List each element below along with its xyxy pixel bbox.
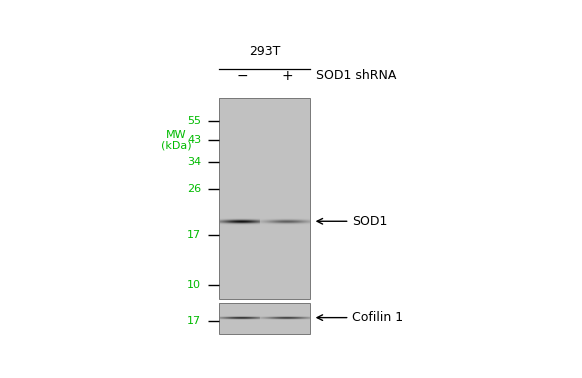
Text: −: − [236, 69, 248, 83]
Text: MW
(kDa): MW (kDa) [161, 130, 192, 151]
Text: 293T: 293T [249, 45, 280, 59]
Text: 43: 43 [187, 135, 201, 145]
Text: 10: 10 [187, 279, 201, 290]
Text: +: + [281, 69, 293, 83]
Text: Cofilin 1: Cofilin 1 [317, 311, 403, 324]
Text: SOD1 shRNA: SOD1 shRNA [317, 70, 397, 82]
Text: SOD1: SOD1 [317, 215, 388, 228]
Text: 34: 34 [187, 157, 201, 167]
Text: 17: 17 [187, 230, 201, 240]
Text: 17: 17 [187, 316, 201, 326]
Bar [219, 98, 310, 299]
Text: 55: 55 [187, 116, 201, 126]
Bar [219, 303, 310, 333]
Text: 26: 26 [187, 184, 201, 194]
